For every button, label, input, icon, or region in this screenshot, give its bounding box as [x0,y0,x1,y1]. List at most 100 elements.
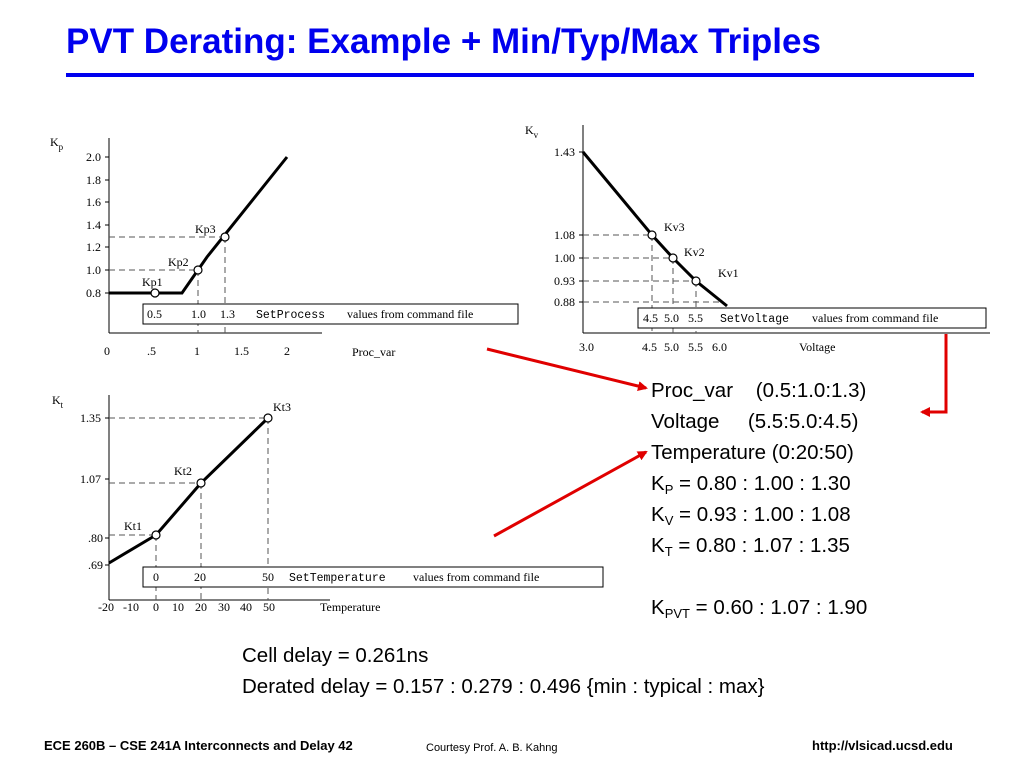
voltage-ytick: 1.00 [554,251,575,265]
process-xtick: 0 [104,344,110,358]
temperature-point-kt1 [151,530,161,540]
temperature-label-kt2: Kt2 [174,464,192,478]
slide-title: PVT Derating: Example + Min/Typ/Max Trip… [66,22,821,61]
kt-triple: KT = 0.80 : 1.07 : 1.35 [651,534,850,559]
temperature-point-kt3 [263,413,273,423]
voltage-point-kv3 [647,230,657,240]
process-xlabel: Proc_var [352,345,395,359]
process-ytick: 1.0 [86,263,101,277]
process-xtick: .5 [147,344,156,358]
voltage-ytick: 0.93 [554,274,575,288]
temperature-command-strip [142,566,604,588]
voltage-strip-text: values from command file [812,311,938,325]
temperature-ylabel: Kt [52,393,64,410]
voltage-ytick: 1.43 [554,145,575,159]
voltage-ylabel: Kv [525,123,539,140]
temperature-strip-value: 20 [194,570,206,584]
arrow-temperature-to-triples [493,450,648,538]
process-strip-command: SetProcess [256,309,325,322]
voltage-point-kv2 [668,253,678,263]
title-underline [66,73,974,77]
kv-triple: KV = 0.93 : 1.00 : 1.08 [651,503,851,528]
temperature-ytick: .69 [88,558,103,572]
kp-triple: KP = 0.80 : 1.00 : 1.30 [651,472,851,497]
temperature-label-kt1: Kt1 [124,519,142,533]
temperature-triple: Temperature (0:20:50) [651,441,854,464]
process-ylabel: Kp [50,135,64,152]
temperature-xtick: 10 [172,600,184,614]
process-xtick: 1 [194,344,200,358]
temperature-xtick: 50 [263,600,275,614]
process-label-kp2: Kp2 [168,255,189,269]
voltage-ytick: 0.88 [554,295,575,309]
voltage-triple: Voltage (5.5:5.0:4.5) [651,410,859,433]
delay-summary: Cell delay = 0.261ns Derated delay = 0.1… [242,640,765,702]
temperature-xtick: -20 [98,600,114,614]
temperature-xtick: 20 [195,600,207,614]
triples-spacer [651,561,867,592]
temperature-y-ticks [105,417,109,566]
process-command-strip [142,303,519,325]
process-ytick: 1.2 [86,240,101,254]
process-strip-text: values from command file [347,307,473,321]
voltage-xtick: 6.0 [712,340,727,354]
voltage-ytick: 1.08 [554,228,575,242]
voltage-label-kv1: Kv1 [718,266,739,280]
temperature-xtick: 0 [153,600,159,614]
temperature-strip-command: SetTemperature [289,572,386,585]
process-ytick: 1.4 [86,218,101,232]
process-strip-value: 1.3 [220,307,235,321]
process-xtick: 1.5 [234,344,249,358]
process-xtick: 2 [284,344,290,358]
red-arrows [486,334,948,538]
temperature-ytick: 1.07 [80,472,101,486]
process-chart: Kp 2.0 1.8 1.6 1.4 1.2 1.0 0.8 Kp1 Kp [50,135,519,359]
temperature-label-kt3: Kt3 [273,400,291,414]
process-ytick: 1.8 [86,173,101,187]
process-point-kp1 [150,288,160,298]
voltage-strip-value: 4.5 [643,311,658,325]
voltage-xlabel: Voltage [799,340,835,354]
process-strip-value: 0.5 [147,307,162,321]
voltage-strip-command: SetVoltage [720,313,789,326]
temperature-ytick: .80 [88,531,103,545]
voltage-xtick: 5.0 [664,340,679,354]
cell-delay: Cell delay = 0.261ns [242,644,429,667]
voltage-chart: Kv 1.43 1.08 1.00 0.93 0.88 Kv3 Kv2 [525,123,990,354]
voltage-label-kv2: Kv2 [684,245,705,259]
voltage-xtick: 5.5 [688,340,703,354]
voltage-xtick: 3.0 [579,340,594,354]
footer-course: ECE 260B – CSE 241A Interconnects and De… [44,738,353,753]
footer-url: http://vlsicad.ucsd.edu [812,738,953,753]
process-strip-value: 1.0 [191,307,206,321]
temperature-xtick: 30 [218,600,230,614]
temperature-strip-value: 50 [262,570,274,584]
process-ytick: 2.0 [86,150,101,164]
temperature-point-kt2 [196,478,206,488]
footer-courtesy: Courtesy Prof. A. B. Kahng [426,742,558,754]
voltage-point-kv1 [691,276,701,286]
temperature-strip-value: 0 [153,570,159,584]
process-curve [109,156,289,295]
arrow-process-to-triples [486,347,648,391]
voltage-command-strip [637,307,987,329]
process-ytick: 0.8 [86,286,101,300]
temperature-strip-text: values from command file [413,570,539,584]
voltage-label-kv3: Kv3 [664,220,685,234]
process-label-kp3: Kp3 [195,222,216,236]
process-y-ticks [105,156,109,294]
temperature-xtick: 40 [240,600,252,614]
temperature-ytick: 1.35 [80,411,101,425]
process-label-kp1: Kp1 [142,275,163,289]
voltage-y-ticks [579,151,583,303]
voltage-curve [581,151,728,308]
voltage-xtick: 4.5 [642,340,657,354]
triples-panel: Proc_var (0.5:1.0:1.3) Voltage (5.5:5.0:… [651,375,867,623]
temperature-xlabel: Temperature [320,600,380,614]
temperature-xtick: -10 [123,600,139,614]
temperature-curve [108,416,270,565]
proc-var-triple: Proc_var (0.5:1.0:1.3) [651,379,867,402]
process-point-kp3 [220,232,230,242]
voltage-strip-value: 5.5 [688,311,703,325]
